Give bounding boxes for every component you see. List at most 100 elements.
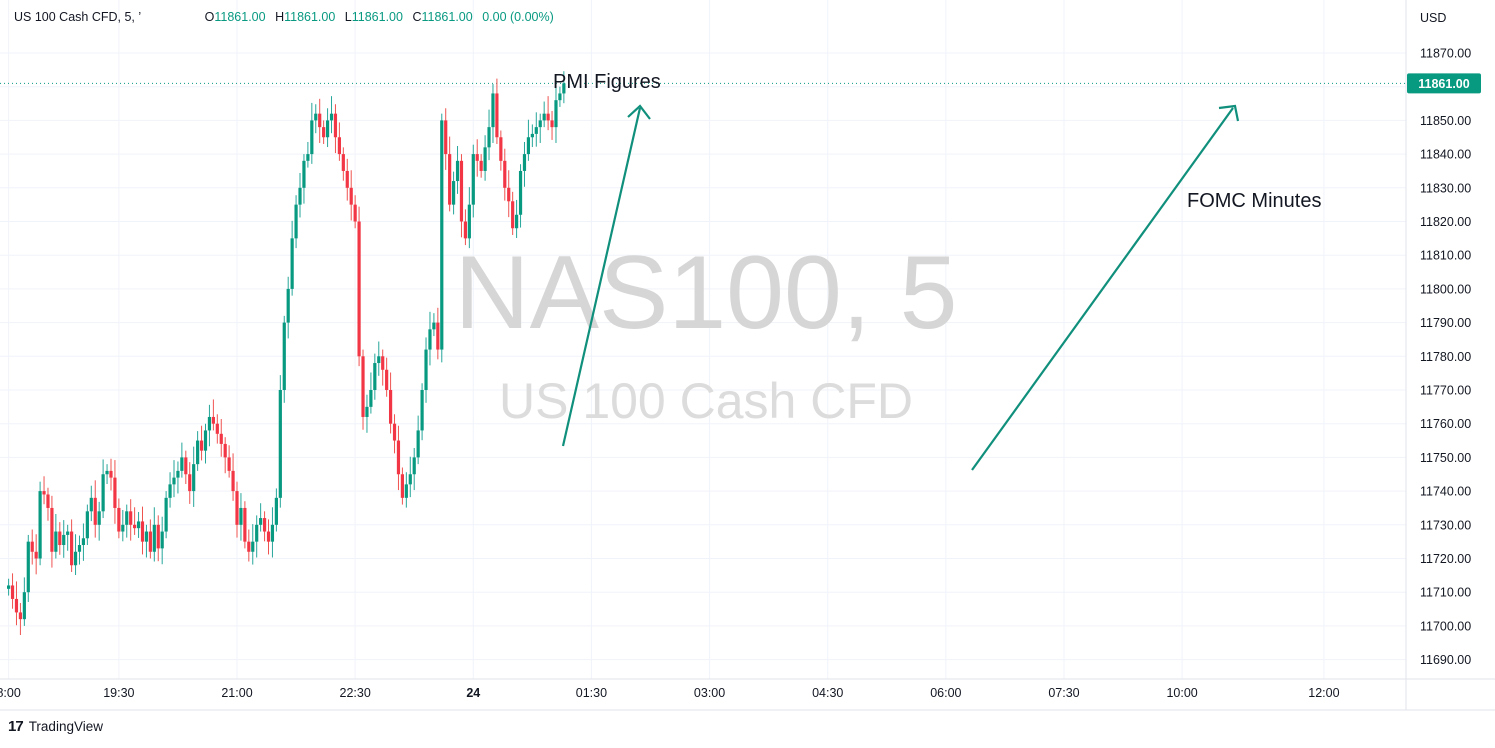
time-tick-label: 21:00: [221, 686, 252, 700]
candle-body: [467, 204, 471, 239]
candle-body: [542, 113, 546, 121]
candle-body: [223, 443, 227, 458]
candle-body: [14, 598, 19, 613]
candle-body: [46, 494, 50, 508]
candle-body: [247, 541, 251, 552]
price-tick-label: 11750.00: [1420, 451, 1471, 465]
candle-body: [373, 363, 377, 390]
pmi-arrow: [561, 107, 642, 447]
candle-body: [121, 524, 125, 532]
candle-body: [396, 440, 401, 475]
candle-body: [515, 214, 519, 229]
candle-body: [101, 474, 105, 512]
candle-body: [42, 491, 46, 495]
candle-body: [180, 457, 184, 471]
candle-body: [81, 538, 86, 546]
symbol-title[interactable]: US 100 Cash CFD, 5, ’: [14, 10, 142, 24]
tradingview-logo-icon: 17: [8, 718, 24, 735]
change-value: 0.00 (0.00%): [482, 10, 554, 24]
candle-body: [550, 120, 554, 128]
candle-body: [479, 160, 483, 171]
candle-body: [408, 474, 412, 485]
candle-body: [310, 120, 314, 155]
candle-body: [97, 511, 101, 525]
candle-body: [219, 433, 223, 444]
candle-body: [416, 430, 420, 458]
candle-body: [259, 518, 263, 525]
open-value: 11861.00: [214, 10, 266, 24]
price-tick-label: 11850.00: [1420, 114, 1471, 128]
price-tick-label: 11810.00: [1420, 249, 1471, 263]
candle-body: [282, 322, 286, 390]
candle-body: [341, 154, 345, 171]
annotations: PMI Figures FOMC Minutes: [553, 71, 1321, 471]
annotation-pmi-figures: PMI Figures: [553, 71, 661, 93]
candle-body: [227, 457, 231, 471]
candle-body: [436, 322, 440, 350]
time-axis[interactable]: 8:00 19:30 21:00 22:30 24 01:30 03:00 04:30 06:0…: [0, 678, 1495, 700]
candle-body: [463, 221, 468, 239]
currency-label: USD: [1420, 11, 1446, 25]
price-tick-label: 11770.00: [1420, 384, 1471, 398]
candle-body: [353, 204, 357, 222]
candle-body: [507, 187, 511, 202]
candle-body: [129, 511, 133, 525]
candle-body: [10, 585, 15, 599]
candle-body: [392, 423, 397, 441]
time-tick-label: 12:00: [1308, 686, 1339, 700]
candle-body: [530, 133, 534, 138]
candle-body: [314, 113, 318, 121]
candle-body: [554, 100, 558, 128]
candle-body: [160, 531, 164, 549]
candle-body: [444, 120, 448, 155]
candle-body: [85, 511, 89, 539]
last-price-tag: 11861.00: [1407, 73, 1481, 94]
fomc-arrow: [971, 107, 1234, 471]
candle-body: [329, 113, 334, 121]
candle-body: [377, 356, 381, 364]
candle-body: [113, 477, 117, 508]
last-price-value: 11861.00: [1418, 77, 1469, 91]
candle-body: [215, 423, 219, 434]
low-value: 11861.00: [351, 10, 403, 24]
price-tick-label: 11730.00: [1420, 518, 1471, 532]
candle-body: [412, 457, 416, 475]
candle-body: [491, 93, 495, 128]
candle-body: [168, 484, 172, 498]
candle-body: [199, 440, 204, 451]
time-tick-label: 8:00: [0, 686, 21, 700]
pmi-arrow-head: [627, 104, 651, 120]
price-tick-label: 11720.00: [1420, 552, 1471, 566]
candle-body: [345, 170, 349, 188]
candle-body: [306, 154, 310, 161]
candle-body: [148, 531, 152, 552]
candle-body: [266, 531, 271, 542]
candle-body: [322, 127, 326, 138]
candle-body: [459, 160, 464, 222]
time-tick-label: 24: [466, 686, 480, 700]
candle-body: [211, 416, 215, 424]
candle-body: [278, 390, 282, 498]
candle-body: [503, 160, 507, 188]
candle-body: [420, 390, 424, 431]
brand-name: TradingView: [28, 719, 103, 734]
price-axis[interactable]: USD 11870.0011860.0011850.0011840.001183…: [1405, 0, 1471, 710]
candle-body: [203, 430, 208, 451]
fomc-arrow-head: [1218, 104, 1240, 122]
price-tick-label: 11740.00: [1420, 485, 1471, 499]
candle-body: [192, 464, 196, 492]
candle-body: [50, 507, 54, 552]
tradingview-brand[interactable]: 17 TradingView: [8, 718, 103, 735]
price-tick-label: 11830.00: [1420, 181, 1471, 195]
candle-body: [349, 187, 353, 205]
candle-body: [404, 484, 408, 498]
time-tick-label: 22:30: [340, 686, 371, 700]
candle-body: [325, 120, 330, 138]
candle-body: [255, 524, 259, 542]
candle-body: [511, 201, 515, 229]
candle-body: [448, 154, 452, 205]
time-tick-label: 10:00: [1166, 686, 1197, 700]
candle-body: [243, 507, 247, 542]
candle-body: [172, 477, 176, 485]
